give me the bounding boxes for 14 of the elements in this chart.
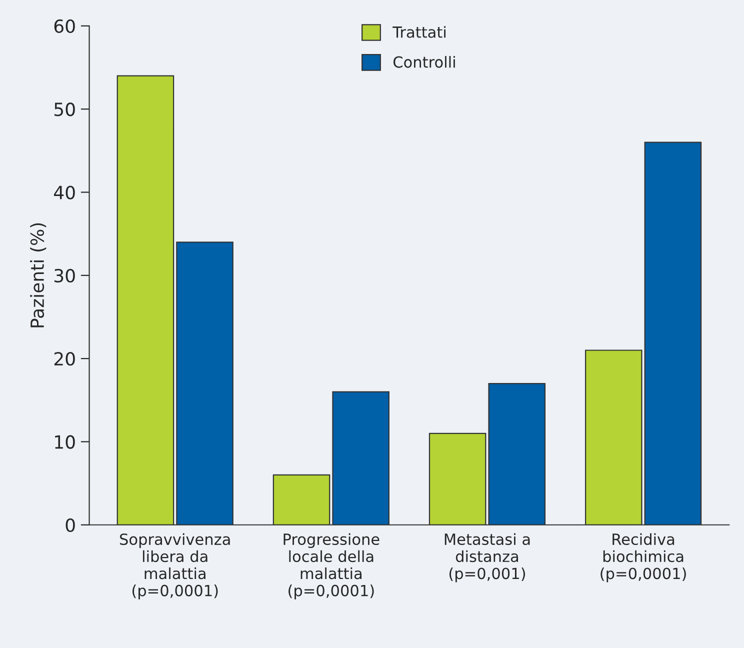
legend-label: Trattati — [392, 26, 446, 38]
y-tick-label: 50 — [54, 102, 75, 116]
y-tick-label: 20 — [54, 352, 75, 366]
y-tick-label: 60 — [54, 19, 75, 34]
y-axis-title: Pazienti (%) — [30, 223, 46, 328]
y-tick-label: 0 — [66, 518, 75, 532]
x-tick-label: Sopravvivenza libera da malattia (p=0,0001) — [120, 533, 230, 600]
y-tick-label: 10 — [55, 435, 75, 449]
legend-label: Controlli — [393, 56, 455, 68]
y-tick-label: 30 — [54, 268, 75, 283]
y-tick-label: 40 — [54, 186, 75, 200]
x-tick-label: Recidiva biochimica (p=0,0001) — [600, 533, 686, 582]
x-tick-label: Progressione locale della malattia (p=0,0001) — [284, 533, 380, 600]
x-tick-label: Metastasi a distanza (p=0,001) — [444, 533, 530, 582]
